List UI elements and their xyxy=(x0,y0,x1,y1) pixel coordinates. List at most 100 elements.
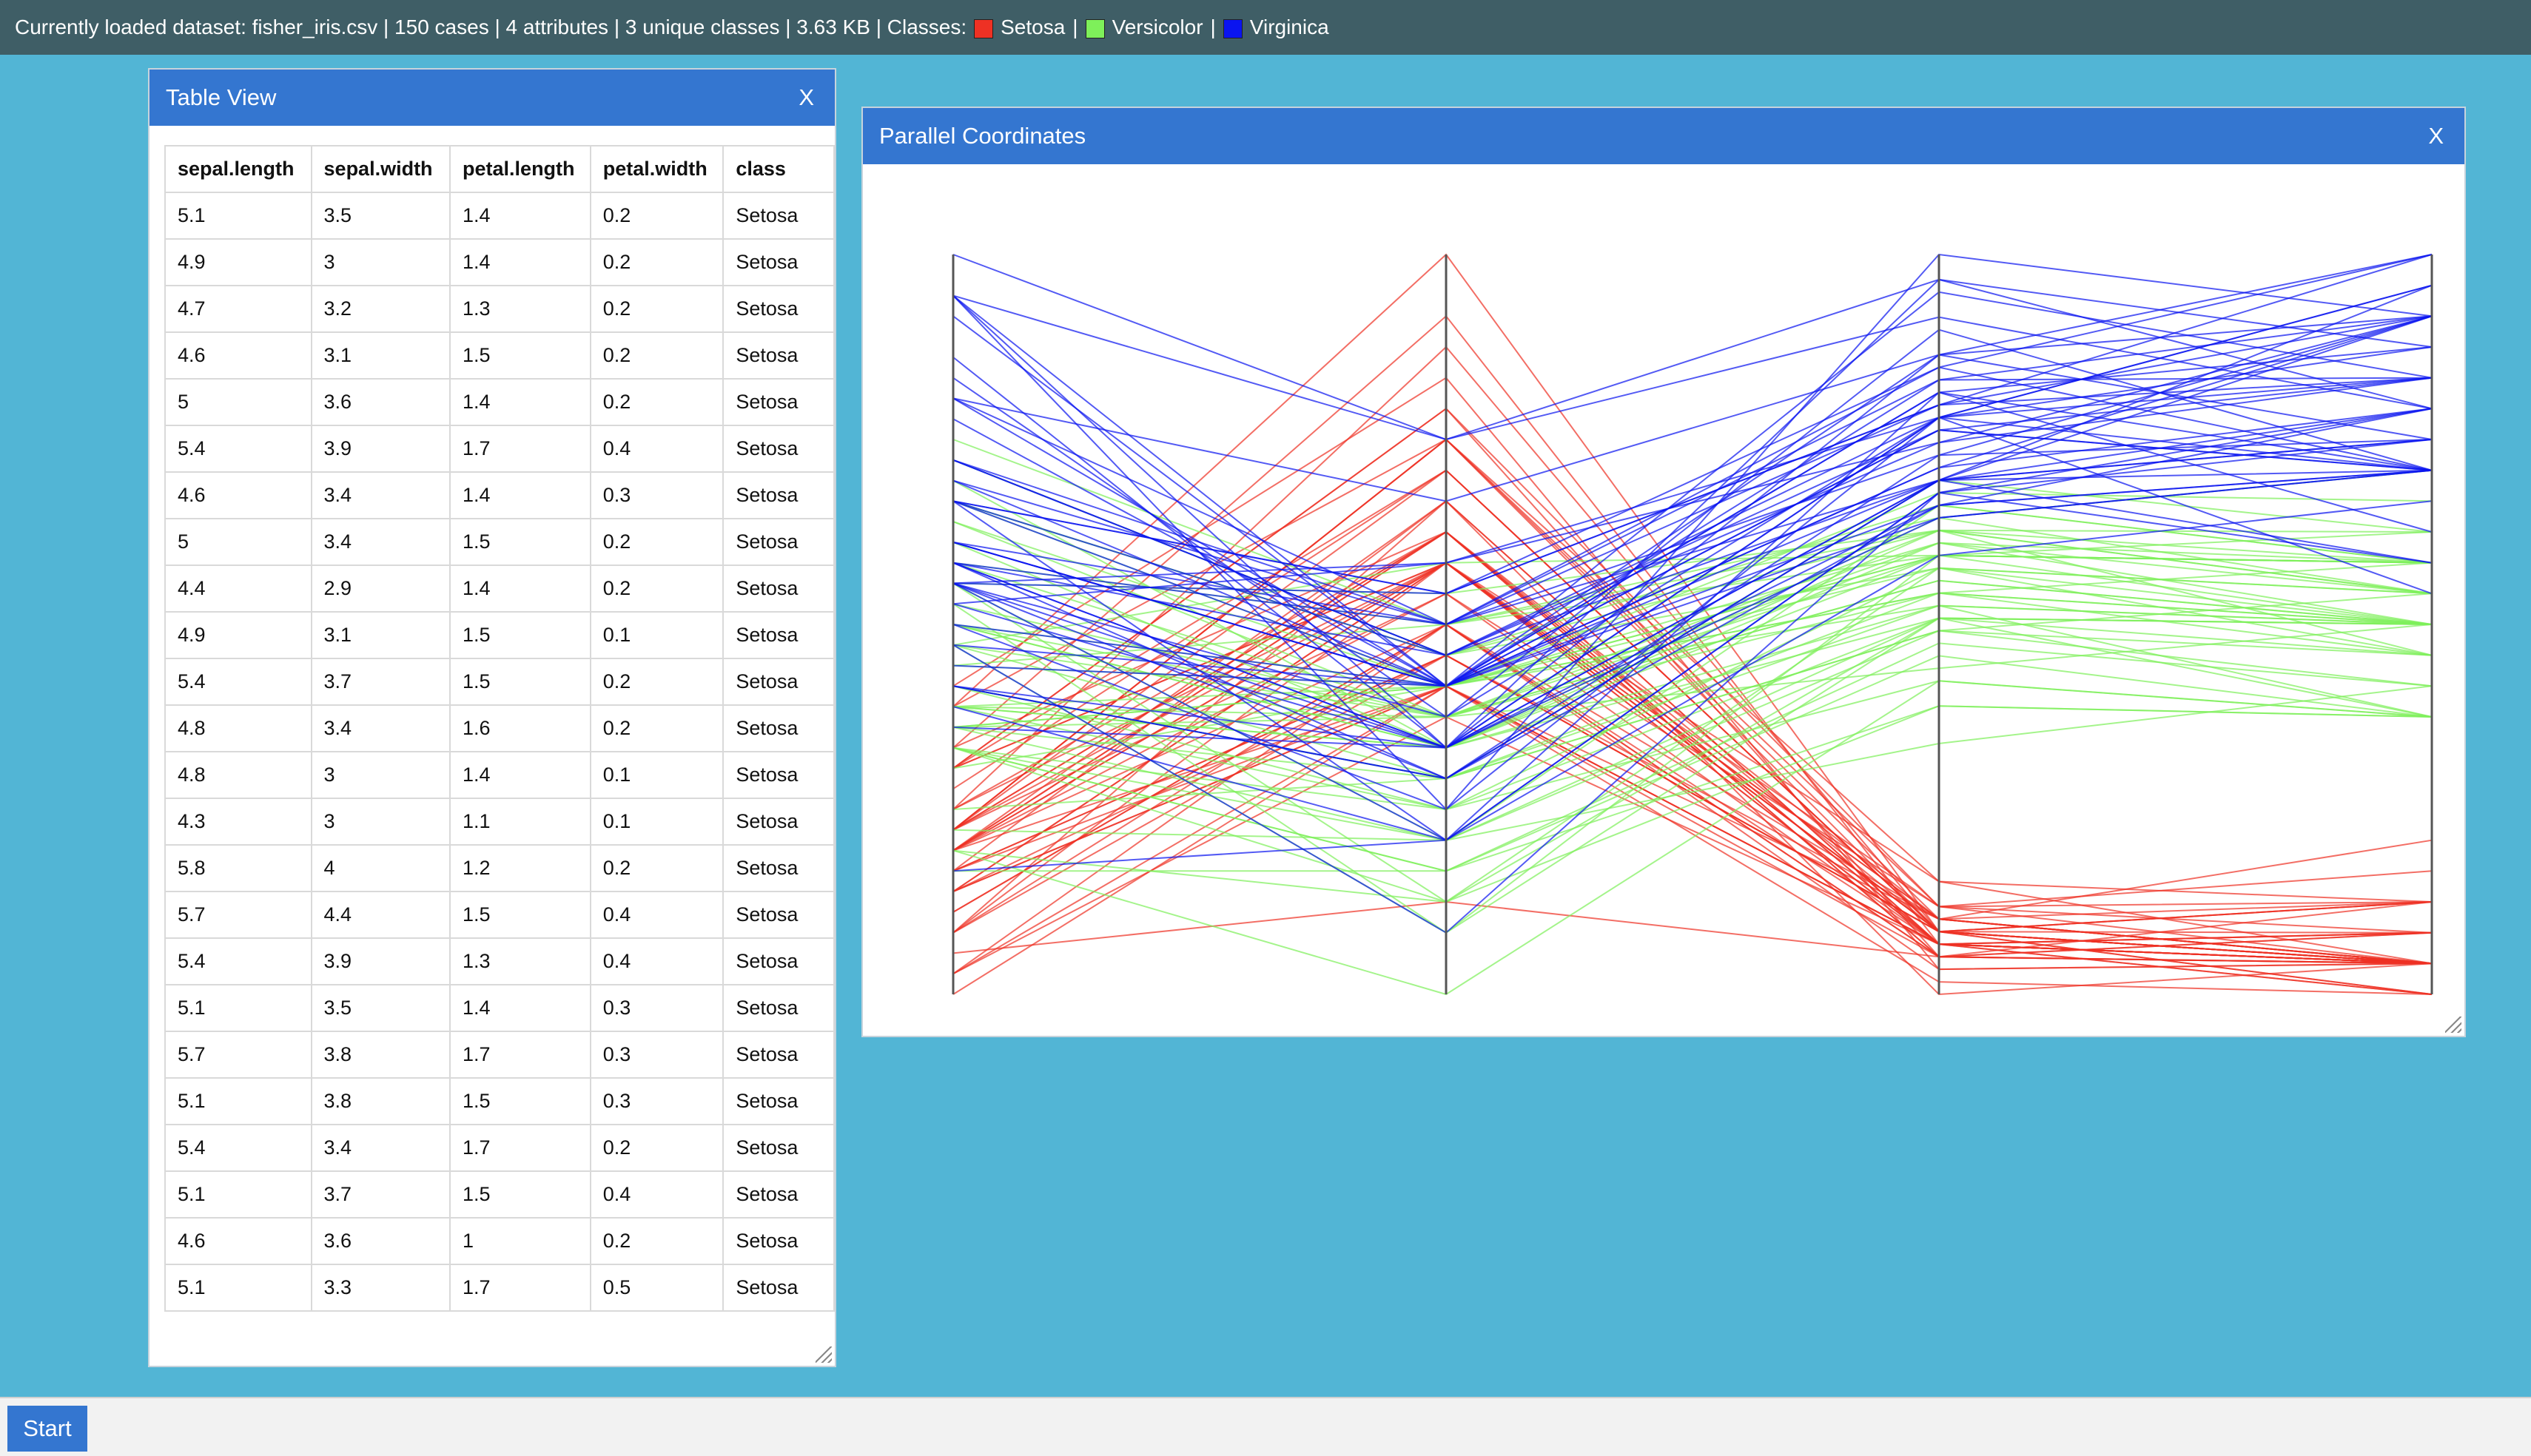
column-header[interactable]: sepal.length xyxy=(164,145,312,193)
table-row[interactable]: 4.9 3.1 1.5 0.1 Setosa xyxy=(164,611,835,659)
table-view-title: Table View xyxy=(166,84,277,110)
record-line-virginica xyxy=(952,469,2433,687)
table-view-titlebar[interactable]: Table View X xyxy=(149,70,835,126)
record-line-virginica xyxy=(952,254,2433,502)
table-cell: Setosa xyxy=(722,1170,835,1219)
parallel-coordinates-resize-handle[interactable] xyxy=(2445,1017,2461,1033)
table-row[interactable]: 4.8 3 1.4 0.1 Setosa xyxy=(164,751,835,799)
record-line-virginica xyxy=(952,315,2433,626)
record-line-virginica xyxy=(952,439,2433,780)
table-cell: 0.3 xyxy=(589,471,725,519)
table-row[interactable]: 4.6 3.6 1 0.2 Setosa xyxy=(164,1217,835,1265)
table-cell: 5 xyxy=(164,518,312,566)
table-cell: 5.7 xyxy=(164,891,312,939)
table-cell: 4 xyxy=(310,844,451,892)
table-row[interactable]: 4.8 3.4 1.6 0.2 Setosa xyxy=(164,704,835,752)
table-cell: Setosa xyxy=(722,1264,835,1312)
record-line-virginica xyxy=(952,278,2433,441)
record-line-versicolor xyxy=(952,617,2433,811)
table-cell: 4.6 xyxy=(164,331,312,380)
table-row[interactable]: 4.9 3 1.4 0.2 Setosa xyxy=(164,238,835,286)
table-row[interactable]: 4.6 3.4 1.4 0.3 Setosa xyxy=(164,471,835,519)
record-line-setosa xyxy=(952,469,2433,965)
table-scroll-area[interactable]: sepal.length sepal.width petal.length petal… xyxy=(164,145,835,1366)
record-line-virginica xyxy=(952,315,2433,605)
table-row[interactable]: 5 3.4 1.5 0.2 Setosa xyxy=(164,518,835,566)
table-row[interactable]: 5.1 3.3 1.7 0.5 Setosa xyxy=(164,1264,835,1312)
dataset-info-text: Currently loaded dataset: fisher_iris.cs… xyxy=(15,16,967,38)
table-cell: 5.8 xyxy=(164,844,312,892)
table-cell: 4.6 xyxy=(164,1217,312,1265)
table-cell: 0.2 xyxy=(589,1124,725,1172)
table-cell: 0.1 xyxy=(589,798,725,846)
table-view-window[interactable]: Table View X sepal.length sepal.width peta… xyxy=(148,68,836,1367)
parallel-coordinates-chart xyxy=(952,253,2433,996)
table-cell: 3.5 xyxy=(310,984,451,1032)
table-cell: Setosa xyxy=(722,798,835,846)
legend-separator: | xyxy=(1072,16,1078,38)
record-line-versicolor xyxy=(952,655,2433,872)
taskbar: Start xyxy=(0,1397,2531,1456)
table-row[interactable]: 5 3.6 1.4 0.2 Setosa xyxy=(164,378,835,426)
table-row[interactable]: 4.7 3.2 1.3 0.2 Setosa xyxy=(164,285,835,333)
record-line-virginica xyxy=(952,315,2433,626)
table-cell: 1.7 xyxy=(449,425,591,473)
record-line-virginica xyxy=(952,284,2433,656)
column-header[interactable]: petal.length xyxy=(449,145,591,193)
table-row[interactable]: 4.4 2.9 1.4 0.2 Setosa xyxy=(164,564,835,613)
table-cell: Setosa xyxy=(722,658,835,706)
table-cell: 1.5 xyxy=(449,891,591,939)
table-cell: 0.2 xyxy=(589,192,725,240)
table-cell: 1.5 xyxy=(449,518,591,566)
table-cell: Setosa xyxy=(722,704,835,752)
table-row[interactable]: 5.4 3.9 1.7 0.4 Setosa xyxy=(164,425,835,473)
column-header[interactable]: class xyxy=(722,145,835,193)
parallel-coordinates-close-button[interactable]: X xyxy=(2428,123,2444,149)
table-view-close-button[interactable]: X xyxy=(799,84,814,110)
parallel-coordinates-titlebar[interactable]: Parallel Coordinates X xyxy=(863,108,2464,164)
record-line-virginica xyxy=(952,429,2433,656)
table-cell: Setosa xyxy=(722,238,835,286)
table-cell: 1.4 xyxy=(449,471,591,519)
start-button[interactable]: Start xyxy=(7,1406,87,1452)
table-cell: 1.3 xyxy=(449,937,591,985)
table-row[interactable]: 5.4 3.4 1.7 0.2 Setosa xyxy=(164,1124,835,1172)
table-row[interactable]: 5.8 4 1.2 0.2 Setosa xyxy=(164,844,835,892)
table-row[interactable]: 5.1 3.5 1.4 0.3 Setosa xyxy=(164,984,835,1032)
table-cell: 5 xyxy=(164,378,312,426)
table-cell: 1 xyxy=(449,1217,591,1265)
table-cell: Setosa xyxy=(722,611,835,659)
table-cell: Setosa xyxy=(722,1077,835,1125)
table-cell: 0.2 xyxy=(589,704,725,752)
record-line-virginica xyxy=(952,254,2433,595)
column-header[interactable]: petal.width xyxy=(589,145,725,193)
table-cell: 0.2 xyxy=(589,238,725,286)
table-cell: 4.8 xyxy=(164,751,312,799)
table-view-resize-handle[interactable] xyxy=(816,1347,832,1363)
table-cell: 3.6 xyxy=(310,1217,451,1265)
table-cell: Setosa xyxy=(722,937,835,985)
parallel-coordinates-window[interactable]: Parallel Coordinates X xyxy=(861,107,2466,1037)
table-cell: 2.9 xyxy=(310,564,451,613)
column-header[interactable]: sepal.width xyxy=(310,145,451,193)
table-cell: 0.2 xyxy=(589,518,725,566)
table-row[interactable]: 5.4 3.9 1.3 0.4 Setosa xyxy=(164,937,835,985)
table-cell: Setosa xyxy=(722,891,835,939)
record-line-virginica xyxy=(952,254,2433,595)
record-line-virginica xyxy=(952,366,2433,626)
table-cell: Setosa xyxy=(722,378,835,426)
table-row[interactable]: 5.4 3.7 1.5 0.2 Setosa xyxy=(164,658,835,706)
table-row[interactable]: 4.3 3 1.1 0.1 Setosa xyxy=(164,798,835,846)
record-line-virginica xyxy=(952,439,2433,780)
table-cell: 3.4 xyxy=(310,1124,451,1172)
table-row[interactable]: 5.1 3.5 1.4 0.2 Setosa xyxy=(164,192,835,240)
table-cell: 3.7 xyxy=(310,1170,451,1219)
table-row[interactable]: 4.6 3.1 1.5 0.2 Setosa xyxy=(164,331,835,380)
table-row[interactable]: 5.1 3.8 1.5 0.3 Setosa xyxy=(164,1077,835,1125)
table-row[interactable]: 5.7 4.4 1.5 0.4 Setosa xyxy=(164,891,835,939)
table-row[interactable]: 5.7 3.8 1.7 0.3 Setosa xyxy=(164,1031,835,1079)
table-cell: 3.3 xyxy=(310,1264,451,1312)
table-cell: 1.4 xyxy=(449,751,591,799)
table-row[interactable]: 5.1 3.7 1.5 0.4 Setosa xyxy=(164,1170,835,1219)
table-cell: 3 xyxy=(310,798,451,846)
